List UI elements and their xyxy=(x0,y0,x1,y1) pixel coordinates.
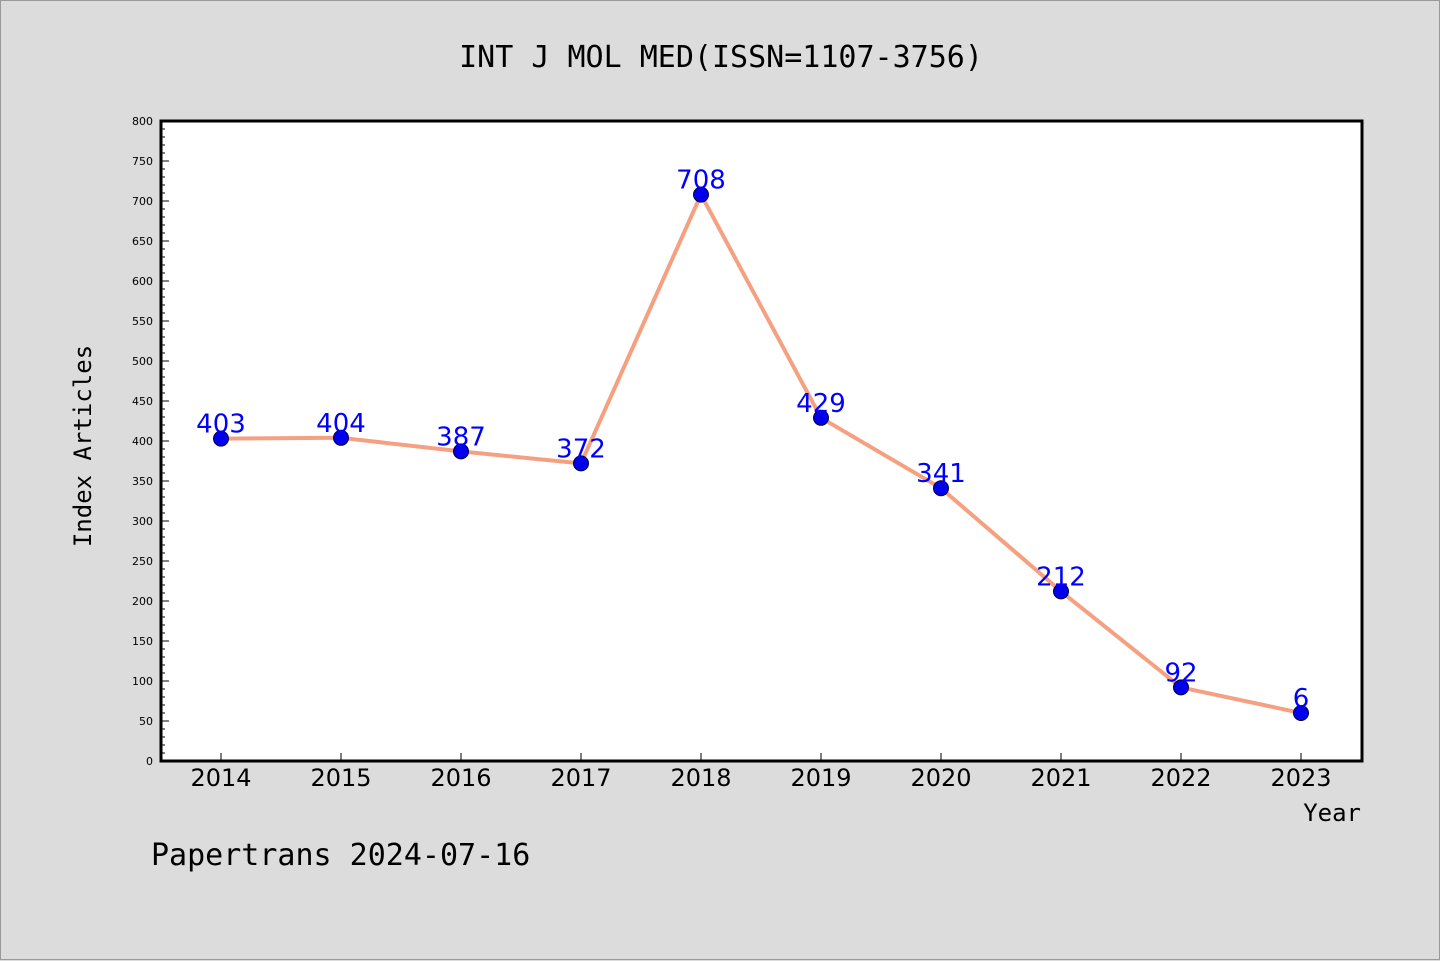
y-tick-label: 450 xyxy=(132,395,153,408)
data-point xyxy=(333,429,349,446)
x-tick-label: 2017 xyxy=(550,764,611,792)
y-tick-label: 500 xyxy=(132,355,153,368)
data-label: 404 xyxy=(316,409,366,439)
data-point xyxy=(573,455,589,472)
series-line xyxy=(220,192,1302,715)
data-label: 6 xyxy=(1293,684,1310,714)
y-tick-label: 350 xyxy=(132,475,153,488)
x-tick-label: 2020 xyxy=(910,764,971,792)
data-label: 708 xyxy=(676,166,726,196)
data-point xyxy=(453,443,469,460)
x-tick-label: 2018 xyxy=(670,764,731,792)
data-point xyxy=(1053,583,1069,600)
y-tick-label: 800 xyxy=(132,115,153,128)
x-tick-label: 2022 xyxy=(1150,764,1211,792)
x-tick-label: 2016 xyxy=(430,764,491,792)
y-tick-label: 0 xyxy=(146,755,153,768)
y-tick-label: 100 xyxy=(132,675,153,688)
x-axis: 2014 2015 2016 2017 2018 2019 2020 2021 2022 2023 xyxy=(190,753,1332,792)
data-label: 372 xyxy=(556,434,606,464)
data-labels-group: 403 404 387 372 708 429 341 212 92 6 xyxy=(196,166,1309,714)
footer-credit: Papertrans 2024-07-16 xyxy=(151,838,530,873)
y-tick-label: 750 xyxy=(132,155,153,168)
y-tick-label: 300 xyxy=(132,515,153,528)
data-point xyxy=(813,409,829,426)
x-axis-title: Year xyxy=(1303,799,1361,827)
data-label: 92 xyxy=(1164,658,1197,688)
x-tick-label: 2021 xyxy=(1030,764,1091,792)
y-tick-label: 650 xyxy=(132,235,153,248)
data-label: 403 xyxy=(196,410,246,440)
y-axis: 0 50 100 150 200 250 300 350 400 450 500 550 600 650 7… xyxy=(132,115,169,768)
data-point xyxy=(1173,679,1189,696)
x-tick-label: 2014 xyxy=(190,764,251,792)
y-tick-label: 600 xyxy=(132,275,153,288)
data-label: 387 xyxy=(436,422,486,452)
y-axis-title: Index Articles xyxy=(69,345,97,547)
y-tick-label: 400 xyxy=(132,435,153,448)
markers-group xyxy=(213,186,1309,721)
data-label: 212 xyxy=(1036,562,1086,592)
x-tick-label: 2019 xyxy=(790,764,851,792)
y-tick-label: 150 xyxy=(132,635,153,648)
data-point xyxy=(1293,705,1309,721)
x-tick-label: 2015 xyxy=(310,764,371,792)
y-tick-label: 50 xyxy=(139,715,153,728)
y-tick-label: 700 xyxy=(132,195,153,208)
y-tick-label: 200 xyxy=(132,595,153,608)
chart-title: INT J MOL MED(ISSN=1107-3756) xyxy=(459,40,983,75)
data-label: 429 xyxy=(796,389,846,419)
y-tick-label: 250 xyxy=(132,555,153,568)
data-point xyxy=(693,186,709,203)
y-tick-label: 550 xyxy=(132,315,153,328)
data-point xyxy=(933,480,949,497)
series-line-group xyxy=(220,192,1302,715)
data-point xyxy=(213,430,229,447)
x-tick-label: 2023 xyxy=(1270,764,1331,792)
data-label: 341 xyxy=(916,459,966,489)
